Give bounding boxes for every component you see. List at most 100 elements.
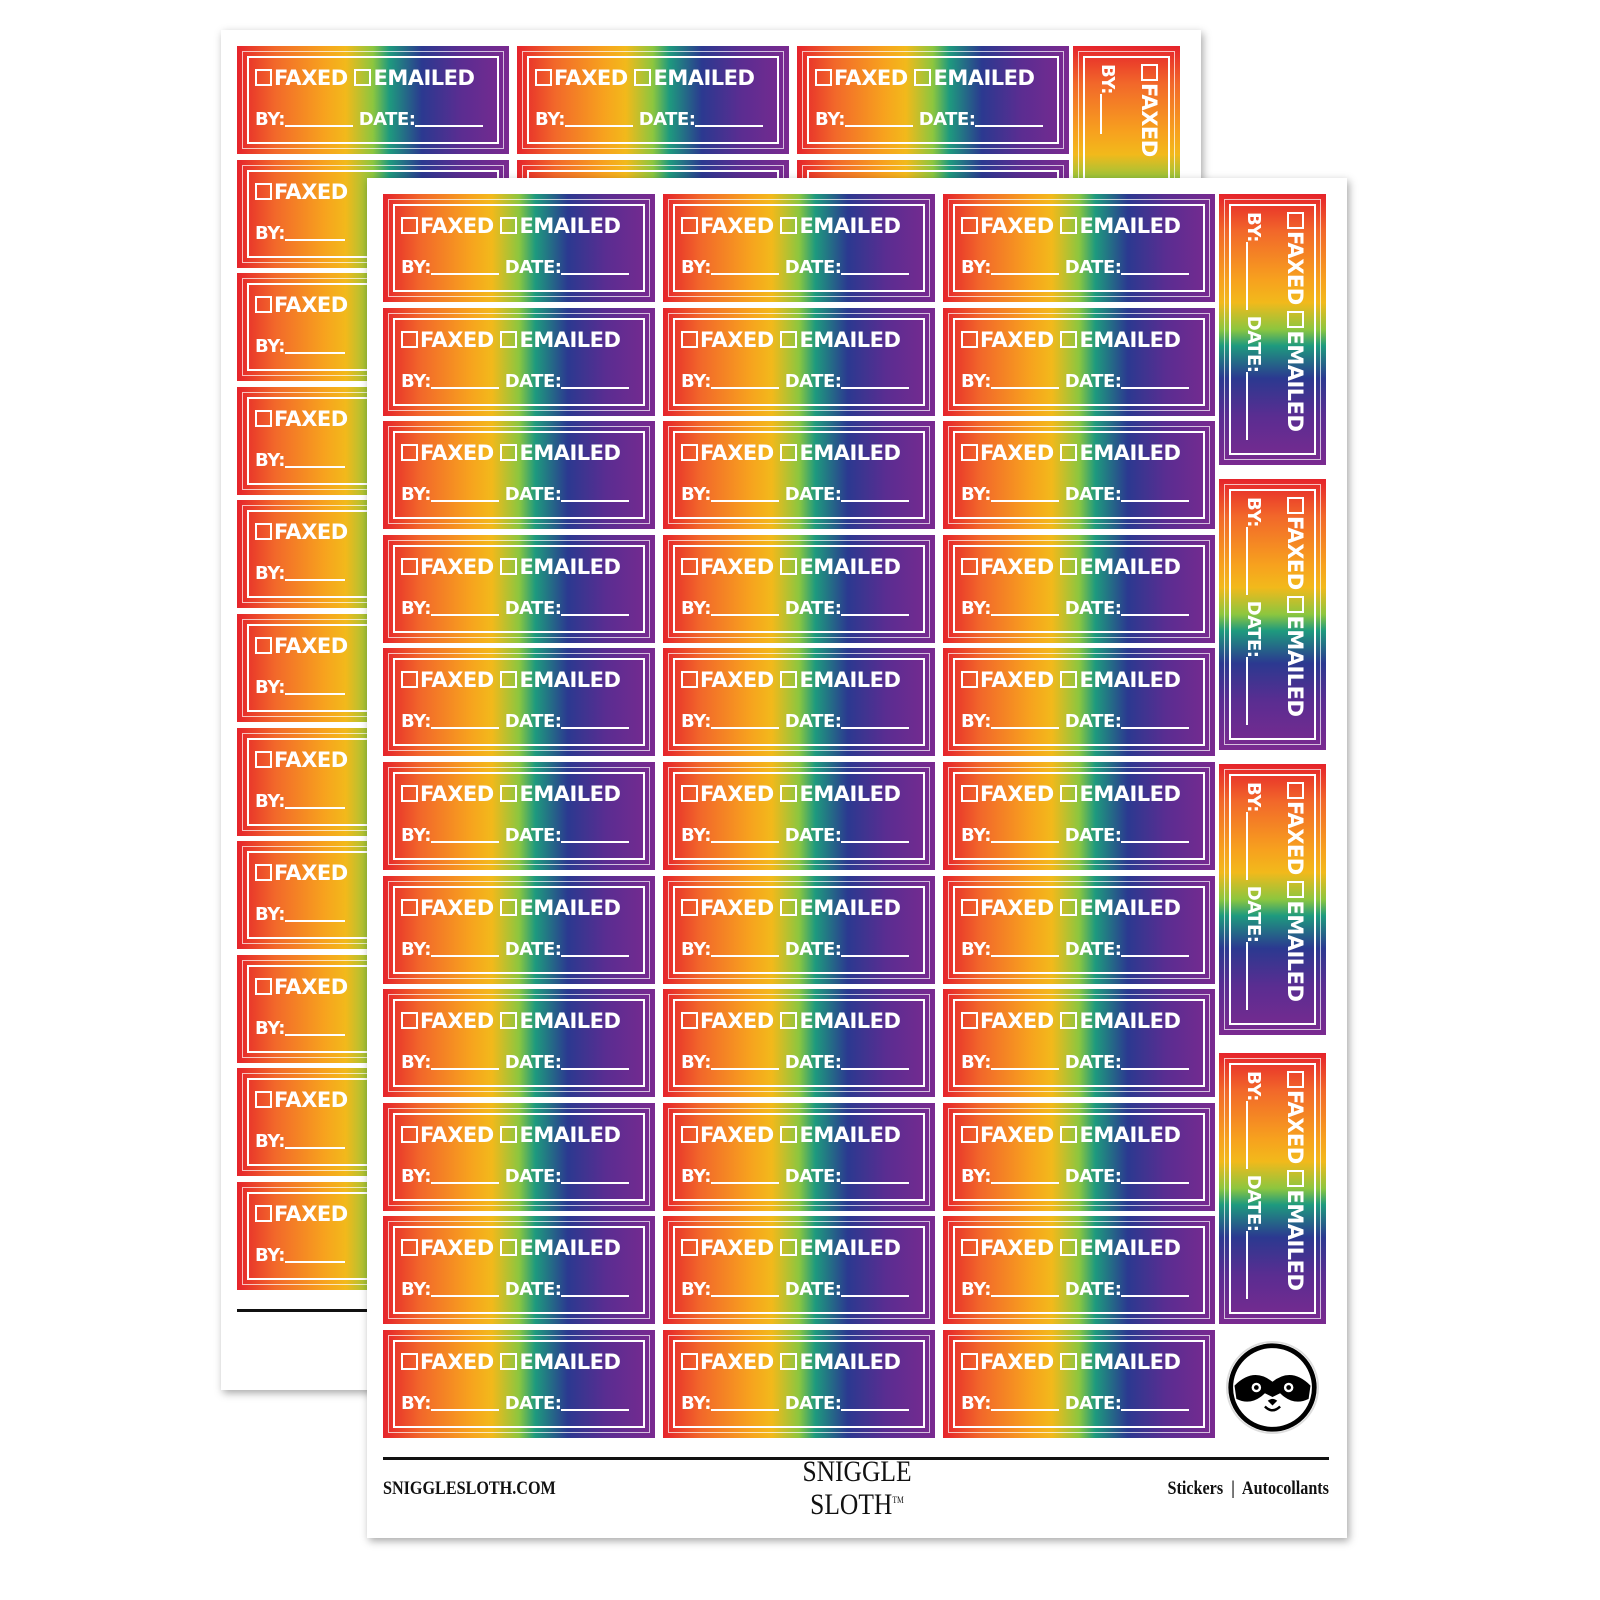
sticker-checkbox-line: FAXED (255, 180, 348, 204)
date-blank (841, 955, 910, 957)
emailed-label: EMAILED (519, 1236, 621, 1260)
faxed-label: FAXED (1283, 801, 1307, 875)
sticker: FAXED EMAILED BY: DATE: (383, 194, 655, 302)
sticker: FAXED EMAILED BY: DATE: (383, 989, 655, 1097)
sticker-border-inner (1229, 489, 1316, 740)
by-label: BY: (961, 825, 991, 846)
by-label: BY: (401, 1393, 431, 1414)
faxed-label: FAXED (420, 896, 494, 920)
emailed-label: EMAILED (519, 782, 621, 806)
sticker-fields-line: BY: DATE: (401, 711, 630, 732)
by-blank (1246, 1100, 1248, 1169)
sticker-fields-line: BY: DATE: (1243, 1071, 1264, 1300)
by-blank (990, 273, 1059, 275)
sticker-fields-line: BY: DATE: (401, 257, 630, 278)
sticker-checkbox-line: FAXED EMAILED (961, 214, 1181, 238)
by-label: BY: (681, 257, 711, 278)
sticker-fields-line: BY: DATE: (535, 109, 764, 130)
sticker-text: FAXED EMAILED BY: DATE: (663, 1216, 935, 1324)
emailed-label: EMAILED (1079, 1123, 1181, 1147)
sticker-border-outer (1224, 769, 1321, 1030)
sticker-border-outer (388, 540, 650, 638)
sticker: FAXED EMAILED BY: DATE: (663, 308, 935, 416)
sticker-border-inner (953, 658, 1205, 746)
faxed-label: FAXED (274, 66, 348, 90)
faxed-label: FAXED (274, 407, 348, 431)
checkbox-icon (780, 1239, 798, 1256)
sticker: FAXED EMAILED BY: DATE: (237, 46, 509, 154)
by-blank (430, 1295, 499, 1297)
sticker-checkbox-line: FAXED (255, 634, 348, 658)
sticker-text: FAXED EMAILED BY: DATE: (943, 762, 1215, 870)
by-blank (710, 500, 779, 502)
faxed-label: FAXED (980, 555, 1054, 579)
checkbox-icon (1060, 1012, 1078, 1029)
date-label: DATE: (504, 1393, 562, 1414)
checkbox-icon (634, 69, 652, 86)
sticker-border-inner (527, 56, 779, 144)
faxed-label: FAXED (420, 214, 494, 238)
emailed-label: EMAILED (1079, 896, 1181, 920)
checkbox-icon (401, 1126, 418, 1143)
sticker-text: FAXED BY: (237, 614, 509, 722)
checkbox-icon (401, 1239, 418, 1256)
sticker-border-inner (673, 886, 925, 974)
by-blank (990, 955, 1059, 957)
sticker: FAXED EMAILED BY: DATE: (943, 1330, 1215, 1438)
faxed-label: FAXED (420, 328, 494, 352)
date-blank (841, 1182, 910, 1184)
date-label: DATE: (784, 711, 842, 732)
faxed-label: FAXED (274, 748, 348, 772)
checkbox-icon (500, 671, 518, 688)
sticker-text: FAXED EMAILED BY: DATE: (663, 876, 935, 984)
by-blank (430, 1409, 499, 1411)
checkbox-icon (255, 1205, 272, 1222)
sticker-checkbox-line: FAXED EMAILED (681, 1123, 901, 1147)
faxed-label: FAXED (980, 1350, 1054, 1374)
by-label: BY: (255, 1245, 285, 1266)
by-label: BY: (815, 109, 845, 130)
sticker: FAXED EMAILED BY: DATE: (943, 1216, 1215, 1324)
sticker-text: FAXED EMAILED BY: DATE: (943, 421, 1215, 529)
date-label: DATE: (1064, 257, 1122, 278)
sticker-checkbox-line: FAXED EMAILED (401, 441, 621, 465)
checkbox-icon (780, 217, 798, 234)
sticker-text: FAXED EMAILED BY: DATE: (1219, 194, 1327, 466)
sticker-border-outer (522, 51, 784, 149)
sticker-border-inner (673, 431, 925, 519)
sticker: FAXED EMAILED BY: DATE: (383, 535, 655, 643)
emailed-label: EMAILED (519, 328, 621, 352)
sticker-checkbox-line: FAXED EMAILED (681, 441, 901, 465)
by-blank (710, 1068, 779, 1070)
date-blank (561, 614, 630, 616)
by-label: BY: (681, 1166, 711, 1187)
by-label: BY: (401, 939, 431, 960)
by-blank (990, 387, 1059, 389)
checkbox-icon (961, 1353, 978, 1370)
sticker-text: FAXED BY: (237, 500, 509, 608)
by-label: BY: (681, 1393, 711, 1414)
sticker: FAXED EMAILED BY: DATE: (797, 46, 1069, 154)
checkbox-icon (1060, 899, 1078, 916)
date-blank (561, 387, 630, 389)
checkbox-icon (255, 1091, 272, 1108)
faxed-label: FAXED (274, 634, 348, 658)
sticker-checkbox-line: FAXED EMAILED (1283, 782, 1307, 1001)
by-label: BY: (401, 711, 431, 732)
by-blank (284, 1147, 345, 1149)
sticker-fields-line: BY: DATE: (681, 598, 910, 619)
checkbox-icon (500, 899, 518, 916)
date-label: DATE: (1064, 711, 1122, 732)
emailed-label: EMAILED (1283, 900, 1307, 1002)
by-label: BY: (255, 791, 285, 812)
sticker-fields-line: BY: DATE: (681, 1393, 910, 1414)
checkbox-icon (780, 671, 798, 688)
sticker-text: FAXED EMAILED BY: DATE: (383, 194, 655, 302)
sticker-fields-line: BY: (255, 563, 345, 584)
by-blank (710, 955, 779, 957)
sticker-fields-line: BY: DATE: (681, 939, 910, 960)
date-label: DATE: (784, 1279, 842, 1300)
emailed-label: EMAILED (799, 782, 901, 806)
sticker-text: FAXED BY: (237, 387, 509, 495)
checkbox-icon (1060, 671, 1078, 688)
